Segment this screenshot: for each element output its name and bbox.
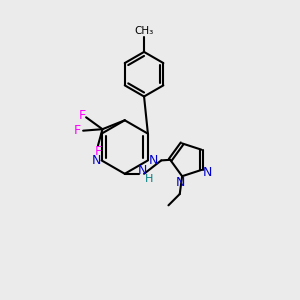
Text: H: H	[145, 174, 154, 184]
Text: F: F	[94, 145, 101, 158]
Text: CH₃: CH₃	[134, 26, 154, 35]
Text: N: N	[92, 154, 101, 167]
Text: N: N	[138, 164, 147, 177]
Text: F: F	[74, 124, 81, 137]
Text: N: N	[148, 154, 158, 167]
Text: N: N	[203, 167, 213, 179]
Text: N: N	[176, 176, 185, 189]
Text: F: F	[79, 109, 86, 122]
